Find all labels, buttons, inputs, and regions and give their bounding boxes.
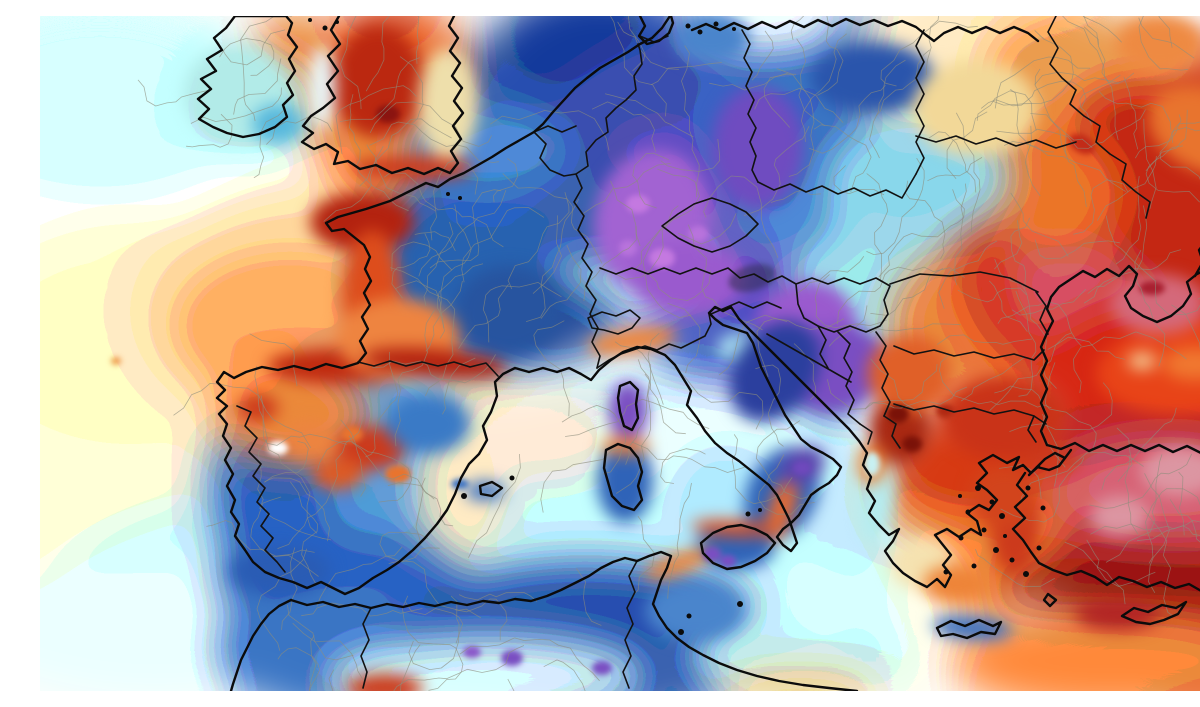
anomaly-field-svg: [40, 16, 1200, 691]
admin-borders-layer: [137, 16, 1200, 691]
country-borders-layer: [236, 16, 1151, 689]
temperature-anomaly-map: [40, 16, 1200, 691]
coastline-layer: [196, 16, 1200, 691]
islands-layer: [308, 18, 1046, 635]
